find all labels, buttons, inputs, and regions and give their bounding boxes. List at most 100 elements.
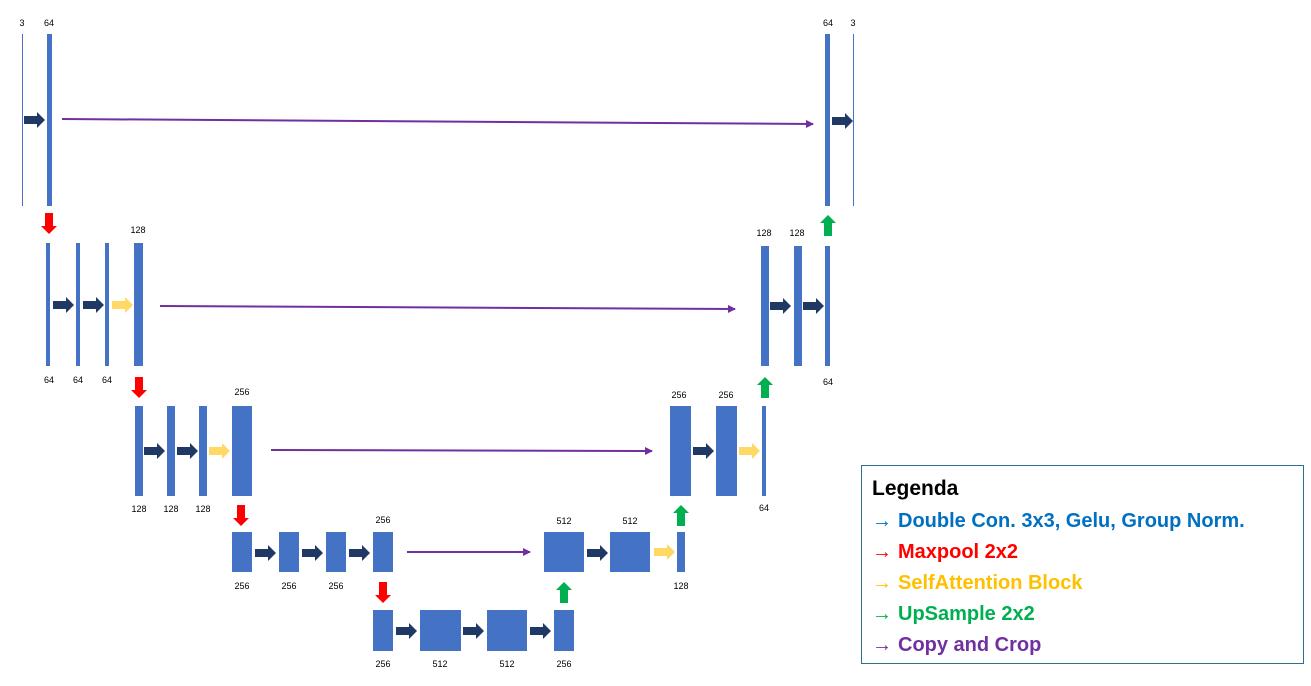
double-conv-arrow <box>144 443 165 459</box>
copy-crop-arrows <box>61 118 814 556</box>
legend-item-double-conv: → Double Con. 3x3, Gelu, Group Norm. <box>872 506 1303 537</box>
block-l3-dec-b <box>716 406 737 496</box>
self-attention-arrow <box>654 544 675 560</box>
block-l5-a <box>373 610 393 651</box>
channel-label: 128 <box>673 581 688 591</box>
copy-crop-arrow-l3 <box>270 446 653 455</box>
block-l4-dec-c <box>677 532 685 572</box>
legend-item-label: Maxpool 2x2 <box>898 541 1019 563</box>
channel-label: 64 <box>73 375 83 385</box>
block-l5-b <box>420 610 461 651</box>
channel-label: 64 <box>823 377 833 387</box>
upsample-arrow <box>556 582 572 603</box>
channel-label: 256 <box>234 387 249 397</box>
legend-item-label: UpSample 2x2 <box>898 603 1035 625</box>
block-l4-dec-a <box>544 532 584 572</box>
channel-label: 512 <box>499 659 514 669</box>
block-l3-enc-c <box>199 406 207 496</box>
legend-item-upsample: → UpSample 2x2 <box>872 599 1303 630</box>
double-conv-arrow <box>463 623 484 639</box>
block-input <box>22 34 23 206</box>
block-l2-dec-c <box>825 246 830 366</box>
legend-item-self-attention: → SelfAttention Block <box>872 568 1303 599</box>
self-attention-arrow <box>209 443 230 459</box>
block-l2-enc-b <box>76 243 80 366</box>
block-l5-d <box>554 610 574 651</box>
double-conv-arrow <box>530 623 551 639</box>
block-l4-enc-d <box>373 532 393 572</box>
double-conv-arrow <box>302 545 323 561</box>
block-l3-dec-a <box>670 406 691 496</box>
maxpool-arrow <box>41 213 57 234</box>
block-l3-enc-a <box>135 406 143 496</box>
double-conv-arrow <box>53 297 74 313</box>
block-l2-dec-b <box>794 246 802 366</box>
legend-title: Legenda <box>872 477 959 500</box>
double-conv-arrow <box>255 545 276 561</box>
arrow-right-icon: → <box>872 634 892 656</box>
block-l3-dec-c <box>762 406 766 496</box>
legend-item-copy-crop: → Copy and Crop <box>872 630 1303 661</box>
block-l3-enc-b <box>167 406 175 496</box>
block-l2-enc-c <box>105 243 109 366</box>
block-l5-c <box>487 610 527 651</box>
double-conv-arrow <box>832 113 853 129</box>
double-conv-arrow <box>587 545 608 561</box>
upsample-arrow <box>820 215 836 236</box>
block-l1-enc-64 <box>47 34 52 206</box>
maxpool-arrow <box>375 582 391 603</box>
block-l2-enc-d <box>134 243 143 366</box>
channel-label: 64 <box>102 375 112 385</box>
channel-label: 128 <box>789 228 804 238</box>
maxpool-arrow <box>233 505 249 526</box>
channel-label: 64 <box>44 18 54 28</box>
channel-label: 256 <box>375 659 390 669</box>
self-attention-arrows <box>112 297 760 560</box>
channel-label: 256 <box>234 581 249 591</box>
double-conv-arrow <box>693 443 714 459</box>
maxpool-arrow <box>131 377 147 398</box>
upsample-arrows <box>556 215 836 603</box>
channel-labels: 3 64 64 3 128 64 64 64 128 128 64 256 12… <box>19 18 855 669</box>
block-l4-dec-b <box>610 532 650 572</box>
arrow-right-icon: → <box>872 541 892 563</box>
channel-label: 64 <box>823 18 833 28</box>
channel-label: 64 <box>759 503 769 513</box>
double-conv-arrow <box>396 623 417 639</box>
channel-label: 3 <box>19 18 24 28</box>
block-l1-dec-64 <box>825 34 830 206</box>
arrow-right-icon: → <box>872 603 892 625</box>
channel-label: 256 <box>328 581 343 591</box>
feature-map-blocks <box>22 34 854 651</box>
legend-item-label: Double Con. 3x3, Gelu, Group Norm. <box>898 510 1245 532</box>
copy-crop-arrow-l1 <box>61 118 814 128</box>
channel-label: 256 <box>281 581 296 591</box>
legend-item-maxpool: → Maxpool 2x2 <box>872 537 1303 568</box>
upsample-arrow <box>673 505 689 526</box>
double-conv-arrow <box>349 545 370 561</box>
block-l2-dec-a <box>761 246 769 366</box>
block-l3-enc-d <box>232 406 252 496</box>
maxpool-arrows <box>41 213 391 603</box>
double-conv-arrow <box>177 443 198 459</box>
upsample-arrow <box>757 377 773 398</box>
channel-label: 128 <box>163 504 178 514</box>
channel-label: 64 <box>44 375 54 385</box>
channel-label: 512 <box>622 516 637 526</box>
legend-item-label: Copy and Crop <box>898 634 1042 656</box>
channel-label: 128 <box>131 504 146 514</box>
copy-crop-arrow-l2 <box>159 304 736 313</box>
channel-label: 512 <box>556 516 571 526</box>
double-conv-arrow <box>24 112 45 128</box>
self-attention-arrow <box>739 443 760 459</box>
block-l4-enc-b <box>279 532 299 572</box>
arrow-right-icon: → <box>872 510 892 532</box>
channel-label: 256 <box>671 390 686 400</box>
channel-label: 128 <box>756 228 771 238</box>
double-conv-arrows <box>24 112 853 639</box>
channel-label: 512 <box>432 659 447 669</box>
arrow-right-icon: → <box>872 572 892 594</box>
block-l4-enc-a <box>232 532 252 572</box>
channel-label: 128 <box>195 504 210 514</box>
